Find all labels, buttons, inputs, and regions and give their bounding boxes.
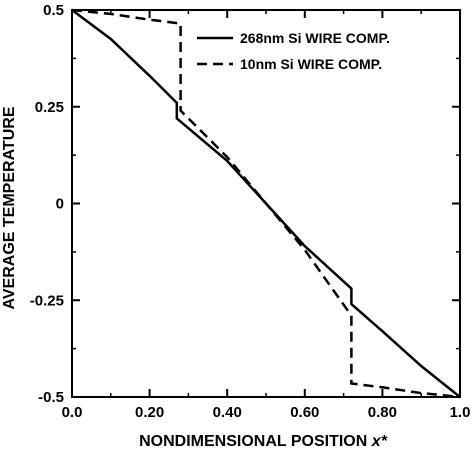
- y-tick-label: -0.25: [30, 292, 64, 309]
- x-tick-label: 0.60: [290, 404, 319, 421]
- y-tick-label: -0.5: [38, 389, 64, 406]
- x-tick-label: 1.0: [450, 404, 471, 421]
- legend: 268nm Si WIRE COMP. 10nm Si WIRE COMP.: [197, 30, 390, 72]
- x-axis-title-text: NONDIMENSIONAL POSITION: [139, 433, 367, 450]
- x-tick-label: 0.80: [368, 404, 397, 421]
- y-axis-title: AVERAGE TEMPERATURE: [1, 106, 18, 309]
- legend-label-1: 268nm Si WIRE COMP.: [240, 30, 390, 46]
- plot-frame: [71, 9, 461, 398]
- x-axis-title: NONDIMENSIONAL POSITION x*: [139, 433, 388, 450]
- x-tick-label: 0.0: [62, 404, 83, 421]
- y-tick-label: 0: [56, 196, 64, 213]
- y-tick-label: 0.5: [43, 2, 64, 19]
- tick-labels: 0.0 0.20 0.40 0.60 0.80 1.0 0.5 0.25 0 -0.25 -0.5: [30, 2, 471, 421]
- x-tick-label: 0.20: [135, 404, 164, 421]
- legend-label-2: 10nm Si WIRE COMP.: [240, 56, 382, 72]
- x-tick-label: 0.40: [213, 404, 242, 421]
- series-line-2: [71, 8, 461, 399]
- x-axis-variable: x*: [371, 433, 388, 450]
- series-layer: [71, 8, 461, 399]
- y-tick-label: 0.25: [35, 99, 64, 116]
